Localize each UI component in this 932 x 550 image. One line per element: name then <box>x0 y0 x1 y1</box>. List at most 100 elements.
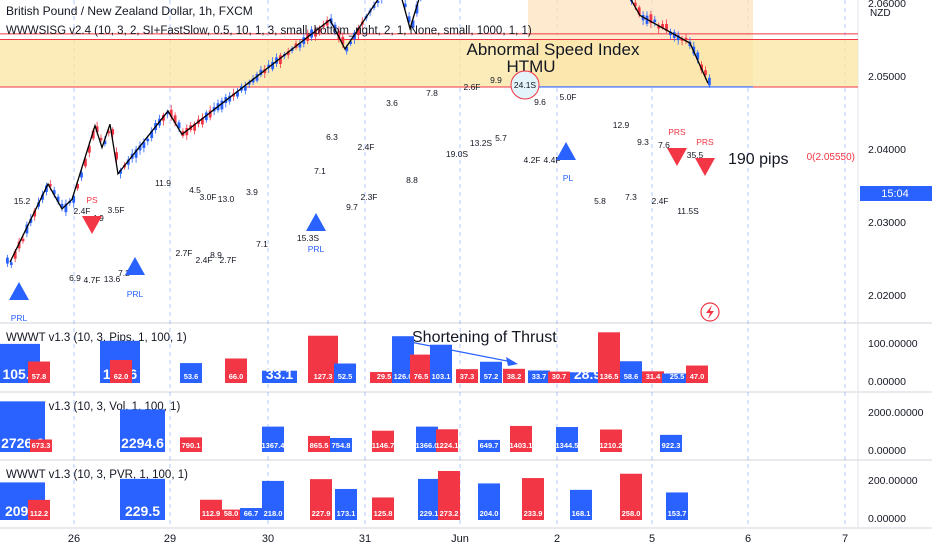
candle <box>17 241 21 249</box>
wave-volume-bar <box>110 359 132 383</box>
wave-volume-bar <box>503 368 525 383</box>
lightning-icon <box>706 305 714 319</box>
wave-volume-bar <box>310 479 332 520</box>
wave-volume-bar <box>620 361 642 383</box>
candle <box>657 25 661 29</box>
candle <box>704 70 707 76</box>
candle <box>6 257 9 264</box>
wave-label: 3.0F <box>199 192 216 202</box>
prs-label: PRS <box>668 127 686 137</box>
candle <box>708 77 711 86</box>
price-axis[interactable]: 2.090002.080002.070002.060002.050002.040… <box>868 0 906 302</box>
wave-label: 15.3S <box>297 233 320 243</box>
wave-volume-bar <box>548 371 570 383</box>
wave-label: 35.5 <box>687 150 704 160</box>
candle <box>314 29 317 37</box>
volume-panels: WWWT v1.3 (10, 3, Pips, 1, 100, 1) 100.00… <box>0 332 924 525</box>
candle <box>99 137 103 141</box>
time-tick: 2 <box>554 533 560 545</box>
pl-label: PL <box>563 173 574 183</box>
bar-value-label: 233.9 <box>524 509 543 518</box>
candle <box>169 109 173 117</box>
bar-value-label: 28.9 <box>574 366 601 382</box>
wave-label: 2.4F <box>73 206 90 216</box>
currency-label: NZD <box>870 8 891 19</box>
wave-label: 7.3 <box>625 192 637 202</box>
bar-value-label: 66.0 <box>229 372 244 381</box>
candle <box>56 196 60 202</box>
panel-tick: 0.00000 <box>868 376 906 388</box>
time-tick: 6 <box>745 533 751 545</box>
time-tick: 7 <box>842 533 848 545</box>
buy-signal-triangle <box>9 282 29 300</box>
candle <box>107 131 111 134</box>
bar-value-label: 57.2 <box>484 372 499 381</box>
candle <box>76 183 79 189</box>
candle <box>341 36 345 45</box>
candle <box>13 251 17 259</box>
candle <box>29 218 33 223</box>
wave-label: 4.4F <box>543 155 560 165</box>
candle <box>349 41 352 45</box>
bar-value-label: 153.7 <box>668 509 687 518</box>
candle <box>126 159 130 165</box>
prl-label: PRL <box>11 313 28 323</box>
bar-value-label: 127.3 <box>314 372 333 381</box>
bar-value-label: 204.0 <box>480 509 499 518</box>
wave-volume-bar <box>556 427 578 452</box>
bar-value-label: 1366.0 <box>416 441 439 450</box>
bar-value-label: 1210.2 <box>600 441 623 450</box>
wave-volume-bar <box>666 492 688 520</box>
bar-value-label: 227.9 <box>312 509 331 518</box>
candle <box>661 24 664 28</box>
bar-value-label: 218.0 <box>264 509 283 518</box>
wave-volume-bar <box>686 365 708 383</box>
panel-tick: 0.00000 <box>868 513 906 525</box>
wave-label: 7.6 <box>658 140 670 150</box>
wave-volume-bar <box>330 437 352 452</box>
wave-volume-bar <box>334 363 356 383</box>
wave-volume-bar <box>430 344 452 383</box>
candle <box>411 20 415 28</box>
wave-volume-bar <box>372 497 394 520</box>
candle <box>48 184 52 187</box>
wave-volume-bar <box>370 372 398 383</box>
chart-title: British Pound / New Zealand Dollar, 1h, … <box>6 4 253 18</box>
candle <box>247 82 251 85</box>
candle <box>33 210 37 217</box>
candle <box>251 78 255 83</box>
wave-volume-bar <box>180 363 202 383</box>
wave-label: 6.3 <box>326 132 338 142</box>
time-tick: 30 <box>262 533 274 545</box>
candle <box>52 190 56 195</box>
wave-volume-bar <box>240 508 262 520</box>
wave-label: 9.6 <box>534 97 546 107</box>
candle <box>150 130 154 139</box>
wave-volume-bar <box>478 439 500 452</box>
time-axis[interactable]: 26 29 30 31 Jun 2 5 6 7 <box>68 533 848 545</box>
wave-label: 5.7 <box>495 133 507 143</box>
wave-volume-bar <box>308 435 330 452</box>
price-tick: 2.02000 <box>868 290 906 302</box>
bar-value-label: 52.5 <box>338 372 353 381</box>
candle <box>91 130 95 139</box>
candle <box>271 61 274 70</box>
candle <box>236 91 239 97</box>
weis-wave-line <box>9 0 709 263</box>
candle <box>72 195 76 203</box>
wave-volume-bar <box>308 335 338 383</box>
wave-volume-bar <box>522 478 544 520</box>
bar-value-label: 53.6 <box>184 372 199 381</box>
candle <box>298 43 302 48</box>
wave-label: 15.2 <box>14 196 31 206</box>
wave-label: 6.9 <box>69 273 81 283</box>
bar-value-label: 37.3 <box>460 372 475 381</box>
wave-label: 9.7 <box>346 202 358 212</box>
wave-label: 2.7F <box>175 248 192 258</box>
wave-volume-bar <box>570 489 592 520</box>
wave-label: 3.6 <box>386 98 398 108</box>
candle <box>173 115 177 124</box>
wave-volume-bar <box>528 370 550 383</box>
panel-tick: 100.00000 <box>868 338 918 350</box>
